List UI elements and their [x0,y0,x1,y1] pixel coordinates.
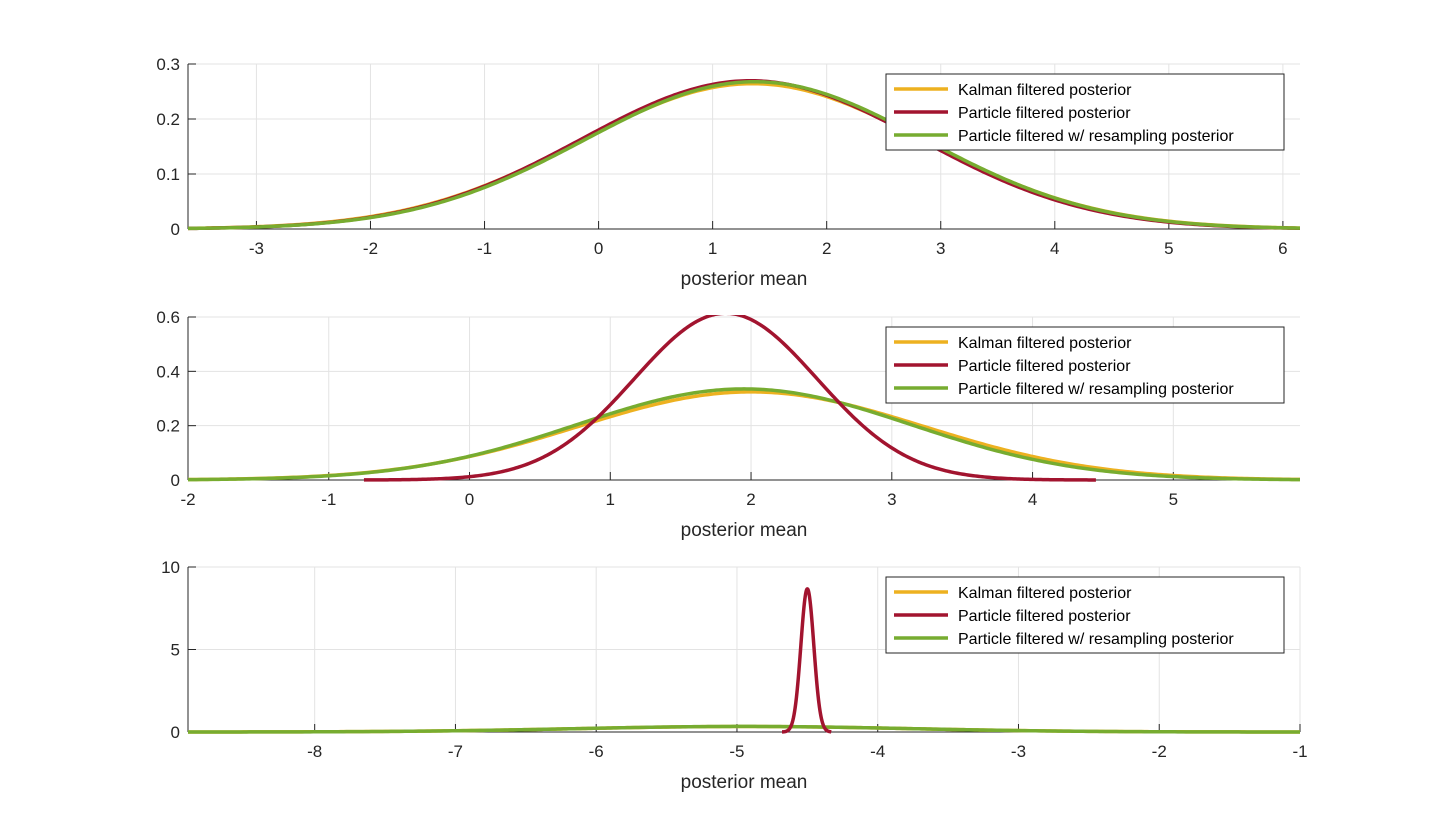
x-axis-label: posterior mean [681,520,808,541]
x-tick-label: 4 [1028,490,1037,509]
legend: Kalman filtered posterior Particle filter… [885,326,1285,404]
y-tick-label: 0.4 [156,362,180,381]
legend-entry-1: Kalman filtered posterior [958,335,1132,352]
legend: Kalman filtered posterior Particle filter… [885,73,1285,151]
x-tick-label: -8 [307,742,322,761]
series-line-3 [188,387,1300,482]
y-tick-label: 0.2 [156,417,180,436]
x-axis-label: posterior mean [681,269,808,290]
legend-box [885,576,1285,654]
subplot-3: -8 -7 -6 -5 -4 -3 -2 -1 0 5 10 posterior mean Kalman… [161,558,1307,793]
series-line-3 [188,724,1300,734]
y-tick-label: 5 [171,641,180,660]
legend-entry-2: Particle filtered posterior [958,358,1131,375]
legend-entry-1: Kalman filtered posterior [958,585,1132,602]
y-tick-label: 0.1 [156,165,180,184]
legend-box [885,326,1285,404]
legend-entry-2: Particle filtered posterior [958,105,1131,122]
x-tick-label: -5 [729,742,744,761]
x-tick-label: 1 [708,239,717,258]
x-tick-label: -2 [180,490,195,509]
series-line-2 [780,587,833,734]
x-tick-label: 2 [746,490,755,509]
x-tick-label: -3 [249,239,264,258]
y-tick-label: 0.6 [156,308,180,327]
series-line-2 [363,315,1096,482]
series-line-1 [188,390,1300,482]
x-tick-label: -2 [1152,742,1167,761]
subplot-1: -3 -2 -1 0 1 2 3 4 5 6 0 0.1 0.2 0.3 posterior mean Kal… [156,55,1300,290]
x-tick-label: -2 [363,239,378,258]
x-tick-label: -1 [1292,742,1307,761]
legend-entry-3: Particle filtered w/ resampling posterio… [958,128,1234,145]
y-tick-label: 0 [171,471,180,490]
y-tick-label: 0 [171,220,180,239]
subplot-2: -2 -1 0 1 2 3 4 5 0 0.2 0.4 0.6 posterior mean Kalman… [156,308,1300,541]
x-tick-label: 3 [936,239,945,258]
series-line-3 [188,79,1300,231]
x-axis-label: posterior mean [681,772,808,793]
x-tick-label: -3 [1011,742,1026,761]
y-tick-label: 0 [171,723,180,742]
legend-entry-1: Kalman filtered posterior [958,82,1132,99]
x-tick-label: 5 [1164,239,1173,258]
x-tick-label: 6 [1278,239,1287,258]
x-tick-label: -6 [589,742,604,761]
x-tick-label: 4 [1050,239,1059,258]
y-tick-label: 0.3 [156,55,180,74]
x-tick-label: 0 [594,239,603,258]
y-tick-label: 10 [161,558,180,577]
legend-entry-3: Particle filtered w/ resampling posterio… [958,631,1234,648]
y-tick-label: 0.2 [156,110,180,129]
x-tick-label: -1 [477,239,492,258]
x-tick-label: 5 [1169,490,1178,509]
x-tick-label: 0 [465,490,474,509]
x-tick-label: 1 [606,490,615,509]
x-tick-label: -7 [448,742,463,761]
x-tick-label: -1 [321,490,336,509]
legend-box [885,73,1285,151]
x-tick-label: 3 [887,490,896,509]
x-tick-label: -4 [870,742,885,761]
legend-entry-2: Particle filtered posterior [958,608,1131,625]
x-tick-label: 2 [822,239,831,258]
legend: Kalman filtered posterior Particle filter… [885,576,1285,654]
legend-entry-3: Particle filtered w/ resampling posterio… [958,381,1234,398]
